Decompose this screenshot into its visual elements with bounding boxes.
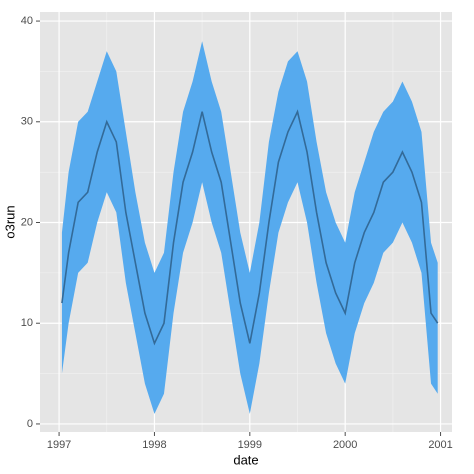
line bbox=[61, 109, 439, 346]
x-tick-label: 2001 bbox=[428, 439, 452, 451]
x-axis-title: date bbox=[233, 452, 258, 467]
y-tick-label: 30 bbox=[21, 116, 33, 128]
y-tick-label: 10 bbox=[21, 317, 33, 329]
ribbon bbox=[61, 41, 438, 414]
x-tick-label: 2000 bbox=[333, 439, 357, 451]
y-tick-label: 40 bbox=[21, 15, 33, 27]
y-tick-label: 20 bbox=[21, 216, 33, 228]
x-tick-label: 1997 bbox=[47, 439, 71, 451]
x-tick-label: 1999 bbox=[238, 439, 262, 451]
y-axis-title: o3run bbox=[2, 205, 17, 238]
y-tick-label: 0 bbox=[27, 418, 33, 430]
x-tick-label: 1998 bbox=[142, 439, 166, 451]
